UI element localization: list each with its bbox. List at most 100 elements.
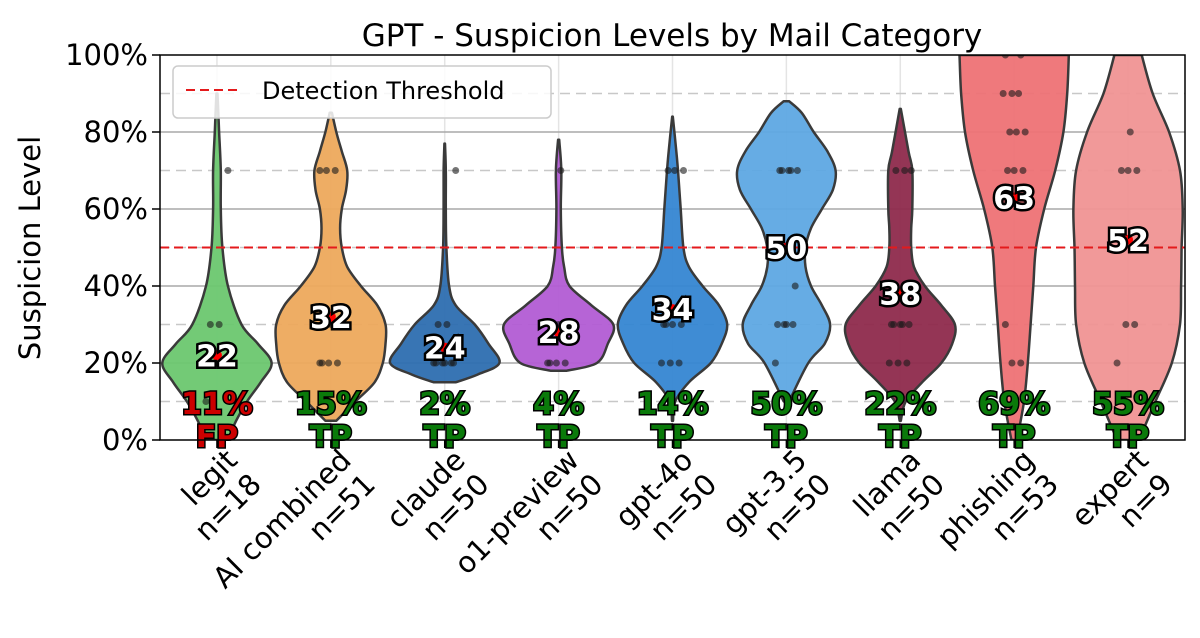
mean-label: 22: [196, 339, 238, 374]
mean-label: 50: [766, 232, 808, 267]
data-point: [890, 321, 898, 328]
mean-label: 24: [424, 332, 466, 367]
data-point: [557, 167, 565, 174]
y-tick-label: 60%: [84, 192, 148, 226]
mean-marker: [325, 311, 336, 322]
data-point: [677, 321, 685, 328]
data-point: [202, 398, 210, 405]
data-point: [325, 359, 333, 367]
data-point: [669, 321, 676, 328]
data-point: [789, 321, 797, 328]
violin-AI-combined: [274, 111, 388, 423]
rate-percent: 69%: [978, 387, 1050, 422]
data-point: [441, 359, 449, 367]
y-axis-label: Suspicion Level: [13, 136, 47, 360]
mean-marker: [667, 304, 678, 315]
data-points: [202, 55, 1141, 405]
data-point: [1017, 55, 1025, 59]
rate-type: TP: [765, 420, 807, 455]
chart-title: GPT - Suspicion Levels by Mail Category: [362, 18, 983, 54]
data-point: [331, 167, 339, 174]
data-point: [333, 359, 341, 367]
data-point: [662, 321, 670, 328]
rate-percent: 11%: [181, 387, 253, 422]
data-point: [1010, 167, 1018, 174]
data-point: [1126, 128, 1134, 136]
data-point: [782, 321, 790, 328]
data-point: [443, 321, 451, 328]
data-point: [316, 167, 324, 174]
mean-label: 63: [993, 181, 1035, 216]
rate-type: TP: [310, 420, 352, 455]
mean-marker: [895, 288, 906, 299]
data-point: [206, 321, 214, 328]
rate-type: TP: [993, 420, 1035, 455]
data-point: [546, 359, 554, 367]
legend-threshold-label: Detection Threshold: [262, 77, 505, 105]
data-point: [322, 167, 330, 174]
data-point: [680, 167, 687, 174]
rate-type: TP: [423, 420, 465, 455]
violin-claude: [388, 142, 501, 384]
rate-percent: 50%: [750, 387, 822, 422]
data-point: [1006, 128, 1014, 136]
data-point: [892, 167, 900, 174]
labels: 2211%FP3215%TP242%TP284%TP3414%TP5050%TP…: [180, 179, 1166, 457]
data-point: [1133, 167, 1141, 174]
data-point: [1001, 321, 1009, 328]
data-point: [1008, 359, 1016, 367]
mean-marker: [1009, 192, 1020, 203]
violin-o1-preview: [501, 138, 616, 372]
x-tick-label: gpt-4on=50: [608, 443, 723, 547]
data-point: [675, 359, 683, 367]
data-point: [901, 167, 909, 174]
data-point: [224, 167, 232, 174]
mean-marker: [439, 342, 450, 353]
data-point: [320, 321, 328, 328]
data-point: [452, 167, 460, 174]
data-point: [903, 359, 911, 367]
data-point: [222, 359, 230, 367]
data-point: [787, 167, 795, 174]
data-point: [1017, 359, 1025, 367]
data-point: [885, 359, 893, 367]
data-point: [555, 321, 563, 328]
data-point: [771, 359, 779, 367]
rate-percent: 2%: [419, 387, 470, 422]
x-tick-label: gpt-3.5n=50: [715, 443, 837, 547]
data-point: [1001, 55, 1009, 59]
rate-percent: 55%: [1092, 387, 1164, 422]
data-point: [204, 359, 212, 367]
data-point: [563, 321, 571, 328]
data-point: [999, 398, 1007, 405]
mean-marker: [553, 327, 564, 338]
data-point: [1008, 90, 1016, 97]
y-tick-label: 80%: [84, 115, 148, 149]
mean-label: 34: [652, 293, 694, 328]
data-point: [1117, 167, 1125, 174]
mean-marker: [1123, 234, 1134, 245]
y-tick-label: 100%: [65, 38, 148, 72]
data-point: [329, 321, 337, 328]
rate-percent: 15%: [295, 387, 367, 422]
data-point: [215, 321, 223, 328]
data-point: [905, 321, 913, 328]
rate-type: TP: [651, 420, 693, 455]
data-point: [999, 90, 1007, 97]
legend: Detection Threshold: [172, 65, 552, 119]
data-point: [318, 359, 326, 367]
y-tick-label: 40%: [84, 269, 148, 303]
data-point: [791, 282, 799, 290]
data-point: [774, 321, 782, 328]
data-point: [1131, 321, 1139, 328]
data-point: [561, 359, 569, 367]
rate-type: TP: [537, 420, 579, 455]
mean-label: 38: [879, 278, 921, 313]
data-point: [1004, 167, 1012, 174]
data-point: [432, 359, 440, 367]
data-point: [671, 167, 679, 174]
